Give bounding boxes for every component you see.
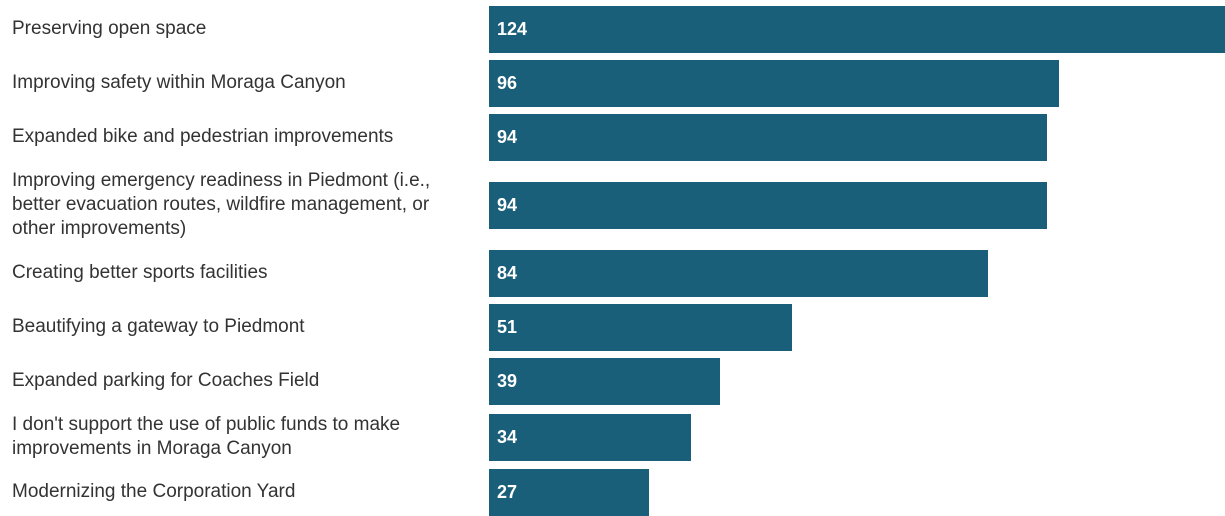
value-label: 84 xyxy=(497,262,518,283)
category-label: Expanded bike and pedestrian improvement… xyxy=(12,126,394,147)
value-label: 96 xyxy=(497,72,518,93)
bar xyxy=(489,5,1225,53)
category-label: Creating better sports facilities xyxy=(12,262,268,283)
value-label: 34 xyxy=(497,426,518,447)
bar xyxy=(489,181,1047,229)
category-label: Preserving open space xyxy=(12,18,207,39)
category-label: Expanded parking for Coaches Field xyxy=(12,370,320,391)
category-label: Improving safety within Moraga Canyon xyxy=(12,72,346,93)
value-label: 124 xyxy=(497,18,528,39)
category-label: Improving emergency readiness in Piedmon… xyxy=(12,170,431,239)
bar xyxy=(489,303,792,351)
value-label: 94 xyxy=(497,126,518,147)
value-label: 27 xyxy=(497,481,518,502)
category-label: Modernizing the Corporation Yard xyxy=(12,481,296,502)
category-label: Beautifying a gateway to Piedmont xyxy=(12,316,305,337)
bar xyxy=(489,468,650,516)
bar xyxy=(489,413,691,461)
bar xyxy=(489,249,988,297)
bar xyxy=(489,59,1059,107)
bar xyxy=(489,113,1047,161)
category-label: I don't support the use of public funds … xyxy=(12,414,401,459)
value-label: 39 xyxy=(497,370,518,391)
bar xyxy=(489,357,721,405)
value-label: 94 xyxy=(497,194,518,215)
value-label: 51 xyxy=(497,316,518,337)
